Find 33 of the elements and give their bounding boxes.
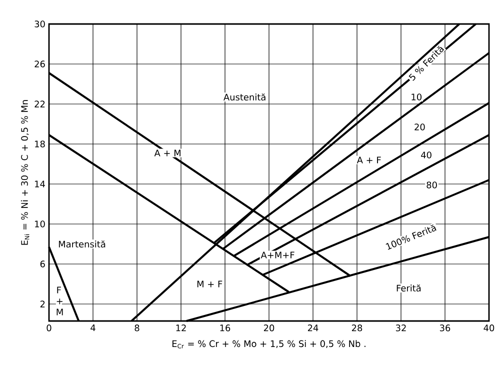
x-tick-label: 0 bbox=[46, 324, 52, 332]
annotation: Austenită bbox=[224, 93, 266, 100]
annotation: Ferită bbox=[396, 284, 421, 292]
x-tick-label: 40 bbox=[484, 324, 494, 332]
x-tick-label: 20 bbox=[264, 324, 274, 332]
y-tick-label: 2 bbox=[40, 300, 45, 308]
y-tick-label: 22 bbox=[34, 100, 45, 108]
x-tick-label: 24 bbox=[308, 324, 318, 332]
x-axis-title: E$_{Cr}$ = % Cr + % Mo + 1,5 % Si + 0,5 % Nb . bbox=[172, 340, 366, 348]
x-tick-label: 32 bbox=[396, 324, 406, 332]
x-tick-label: 8 bbox=[134, 324, 140, 332]
y-axis-title: E$_{Ni}$ = % Ni + 30 % C + 0,5 % Mn bbox=[20, 100, 30, 245]
annotation: 20 bbox=[414, 124, 425, 130]
x-tick-label: 12 bbox=[176, 324, 186, 332]
y-tick-label: 30 bbox=[34, 20, 45, 28]
annotation: A + F bbox=[356, 156, 381, 164]
annotation: 40 bbox=[421, 152, 432, 158]
annotation: 80 bbox=[426, 182, 437, 188]
annotation: A + M bbox=[154, 150, 180, 156]
y-tick-label: 26 bbox=[34, 60, 45, 68]
x-tick-label: 4 bbox=[90, 324, 96, 332]
annotation: A+M+F bbox=[260, 252, 294, 258]
annotation: Martensită bbox=[58, 240, 106, 248]
y-tick-label: 10 bbox=[35, 220, 45, 228]
x-tick-label: 28 bbox=[352, 324, 362, 332]
x-tick-label: 36 bbox=[440, 324, 450, 332]
y-tick-label: 18 bbox=[35, 140, 45, 148]
y-tick-label: 14 bbox=[35, 180, 45, 188]
annotation: 10 bbox=[412, 94, 422, 100]
x-tick-label: 16 bbox=[220, 324, 230, 332]
annotation: F + M bbox=[56, 286, 63, 316]
y-tick-label: 6 bbox=[40, 260, 45, 268]
annotation: M + F bbox=[197, 280, 222, 288]
